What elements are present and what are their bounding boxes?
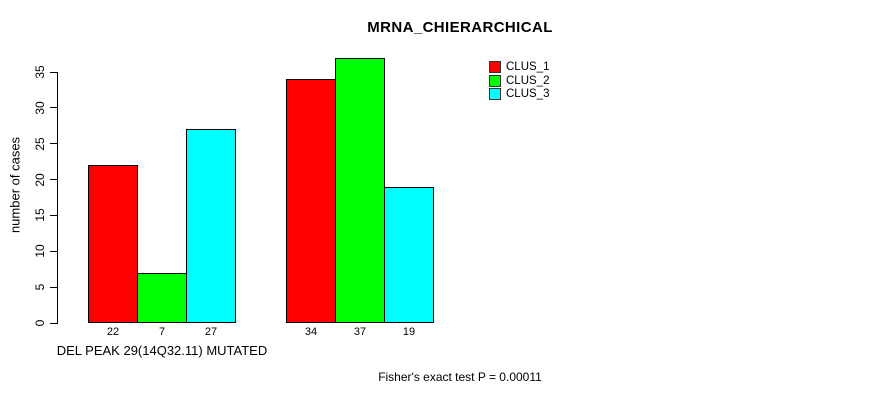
chart-title: MRNA_CHIERARCHICAL: [367, 19, 553, 36]
bar-value-label: 19: [402, 326, 416, 338]
legend-swatch-clus-3: [489, 88, 501, 100]
bar-clus_3-group-1: [384, 186, 434, 323]
legend-label-clus-2: CLUS_2: [506, 74, 550, 87]
y-tick-label: 5: [33, 283, 47, 291]
y-tick-label: 20: [33, 172, 47, 187]
bar-value-label: 7: [158, 326, 166, 338]
y-axis-line: [57, 72, 58, 324]
legend-swatch-clus-2: [489, 74, 501, 87]
y-tick-mark: [50, 286, 57, 288]
y-tick-label: 35: [33, 65, 47, 79]
legend-item-clus-1: CLUS_1: [489, 61, 549, 73]
legend-item-clus-2: CLUS_2: [489, 74, 550, 87]
y-tick-mark: [50, 322, 57, 324]
bar-value-label: 22: [106, 326, 120, 338]
bar-clus_1-group-1: [286, 79, 336, 323]
y-tick-mark: [50, 143, 57, 145]
bar-value-label: 37: [353, 326, 367, 338]
y-axis-label: number of cases: [7, 136, 23, 234]
category-label: DEL PEAK 29(14Q32.11) MUTATED: [56, 343, 268, 358]
y-tick-label: 15: [33, 208, 47, 223]
y-tick-label: 25: [33, 137, 47, 151]
y-tick-label: 0: [33, 319, 47, 327]
y-tick-mark: [50, 179, 57, 181]
legend-label-clus-3: CLUS_3: [506, 88, 550, 100]
y-tick-mark: [50, 71, 57, 73]
bar-value-label: 34: [304, 326, 318, 338]
bar-clus_2-group-1: [335, 57, 385, 323]
y-tick-label: 30: [33, 101, 47, 115]
y-tick-mark: [50, 107, 57, 109]
legend-item-clus-3: CLUS_3: [489, 88, 549, 100]
legend: CLUS_1 CLUS_2 CLUS_3: [489, 61, 549, 102]
bar-clus_3-group-0: [186, 129, 236, 323]
legend-label-clus-1: CLUS_1: [506, 61, 550, 73]
fisher-test-annotation: Fisher's exact test P = 0.00011: [378, 370, 542, 384]
bar-clus_2-group-0: [137, 272, 187, 323]
bar-value-label: 27: [204, 326, 218, 338]
y-tick-mark: [50, 250, 57, 252]
y-tick-mark: [50, 214, 57, 216]
legend-swatch-clus-1: [489, 61, 501, 73]
y-tick-label: 10: [33, 244, 47, 258]
bar-clus_1-group-0: [88, 165, 138, 323]
